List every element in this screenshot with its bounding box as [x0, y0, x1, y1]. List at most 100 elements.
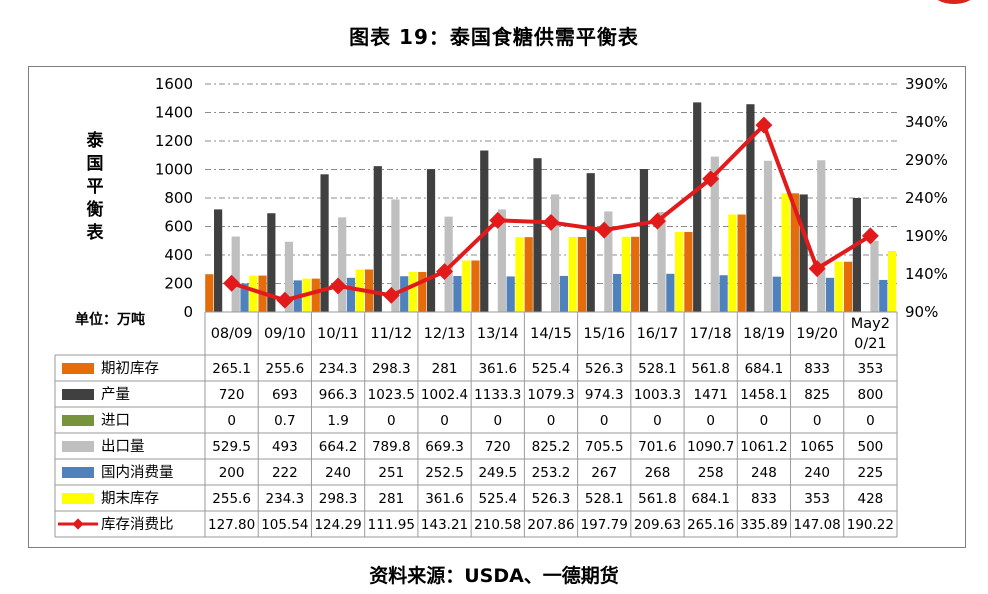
table-cell: 207.86: [527, 517, 574, 533]
table-cell: 265.16: [687, 517, 734, 533]
ratio-line-marker: [648, 212, 666, 230]
table-cell: 265.1: [212, 361, 251, 377]
table-cell: 684.1: [691, 491, 730, 507]
category-label: 18/19: [743, 326, 785, 342]
table-cell: 0.7: [274, 413, 295, 429]
right-axis-tick-label: 140%: [905, 265, 948, 283]
ratio-line-marker: [223, 274, 241, 292]
table-cell: 124.29: [314, 517, 361, 533]
category-label: 10/11: [317, 326, 359, 342]
table-cell: 234.3: [319, 361, 358, 377]
bar: [391, 199, 400, 312]
table-cell: 684.1: [745, 361, 784, 377]
category-label: 19/20: [796, 326, 838, 342]
right-axis-tick-label: 240%: [905, 189, 948, 207]
legend-swatch: [62, 467, 94, 478]
category-label: 0/21: [854, 336, 887, 352]
bar: [675, 231, 684, 312]
bar: [817, 160, 826, 312]
bar: [214, 209, 223, 312]
table-cell: 1065: [800, 439, 834, 455]
bar: [506, 276, 515, 312]
category-label: 12/13: [424, 326, 466, 342]
table-cell: 0: [760, 413, 769, 429]
bar: [320, 174, 329, 312]
bar: [843, 261, 853, 312]
table-cell: 281: [432, 361, 458, 377]
brand-logo: [924, 0, 978, 6]
chart-frame: [28, 66, 966, 548]
table-cell: 105.54: [261, 517, 308, 533]
bar: [657, 212, 666, 312]
table-cell: 0: [493, 413, 502, 429]
y-axis-title-char: 国: [87, 154, 104, 174]
bar: [639, 169, 649, 312]
bar: [746, 104, 755, 312]
legend-label: 进口: [101, 412, 130, 429]
table-cell: 0: [387, 413, 396, 429]
legend-label: 国内消费量: [101, 464, 174, 481]
table-cell: 428: [857, 491, 883, 507]
bar: [852, 198, 861, 312]
bar: [338, 217, 347, 312]
bar: [533, 158, 542, 312]
category-label: 14/15: [530, 326, 572, 342]
legend-label: 出口量: [101, 438, 145, 455]
table-cell: 825.2: [532, 439, 571, 455]
table-cell: 143.21: [421, 517, 468, 533]
table-cell: 1471: [694, 387, 728, 403]
table-cell: 0: [227, 413, 236, 429]
bar: [267, 213, 276, 312]
table-cell: 701.6: [638, 439, 677, 455]
table-cell: 281: [378, 491, 404, 507]
legend-label: 库存消费比: [101, 516, 174, 533]
ratio-line-marker: [595, 221, 613, 239]
table-cell: 255.6: [266, 361, 305, 377]
table-cell: 493: [272, 439, 298, 455]
bar: [284, 241, 294, 312]
table-cell: 268: [645, 465, 671, 481]
bar: [613, 273, 622, 312]
bar: [346, 277, 356, 312]
table-cell: 253.2: [532, 465, 571, 481]
bar: [568, 237, 577, 312]
left-axis-tick-label: 200: [164, 275, 193, 293]
table-cell: 974.3: [585, 387, 624, 403]
bar: [311, 278, 320, 312]
bar: [551, 194, 560, 312]
bar: [870, 240, 879, 312]
unit-label: 单位：万吨: [75, 311, 145, 328]
table-cell: 720: [219, 387, 245, 403]
ratio-line-marker: [702, 170, 720, 188]
table-cell: 561.8: [638, 491, 677, 507]
y-axis-title-char: 表: [87, 222, 105, 243]
bar: [799, 194, 808, 312]
table-cell: 234.3: [266, 491, 305, 507]
table-cell: 528.1: [638, 361, 677, 377]
legend-label: 期初库存: [101, 360, 159, 377]
table-cell: 210.58: [474, 517, 521, 533]
table-cell: 500: [857, 439, 883, 455]
y-axis-title-char: 平: [87, 177, 104, 197]
table-cell: 252.5: [425, 465, 464, 481]
bar: [825, 277, 835, 312]
bar: [737, 214, 746, 312]
table-cell: 669.3: [425, 439, 464, 455]
left-axis-tick-label: 600: [164, 218, 193, 236]
bar: [240, 283, 249, 312]
table-cell: 0: [547, 413, 556, 429]
ratio-line-marker: [489, 211, 507, 229]
table-cell: 0: [440, 413, 449, 429]
table-cell: 529.5: [212, 439, 251, 455]
legend-swatch: [62, 493, 94, 504]
table-cell: 0: [653, 413, 662, 429]
table-cell: 147.08: [794, 517, 841, 533]
bar: [400, 276, 409, 312]
table-cell: 190.22: [847, 517, 894, 533]
bar: [249, 275, 258, 312]
bar: [471, 260, 480, 312]
bar: [515, 237, 524, 312]
bar: [373, 166, 382, 312]
bar: [559, 275, 568, 312]
